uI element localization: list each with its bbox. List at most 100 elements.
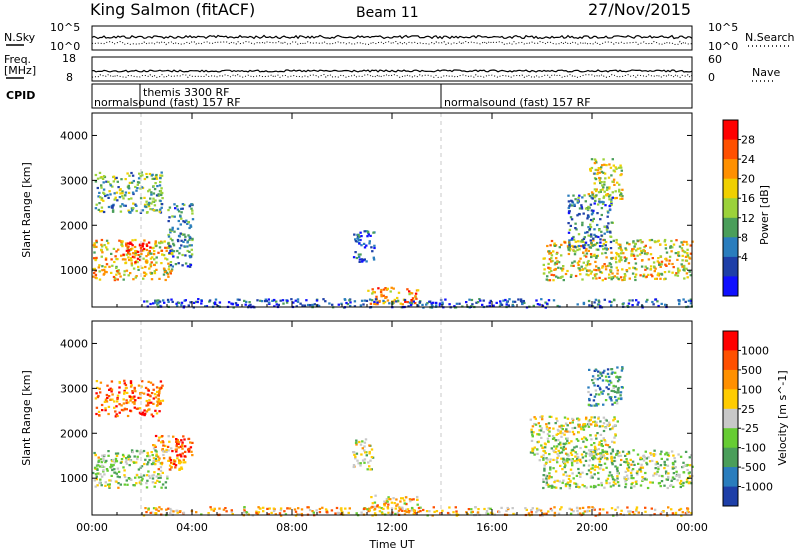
echo-cell [524,507,527,510]
echo-cell [570,459,574,462]
echo-cell [116,199,119,202]
echo-cell [161,448,164,451]
echo-cell [682,481,685,484]
echo-cell [152,253,156,256]
echo-cell [671,271,674,274]
echo-cell [590,209,594,212]
echo-cell [671,476,675,479]
echo-cell [105,271,108,274]
echo-cell [576,483,579,486]
echo-cell [150,392,154,395]
echo-cell [183,455,186,458]
echo-cell [161,253,164,256]
echo-cell [560,435,563,438]
echo-cell [550,415,553,418]
echo-cell [578,423,581,426]
echo-cell [533,446,536,449]
echo-cell [536,452,539,455]
echo-cell [557,512,561,515]
echo-cell [149,381,153,384]
echo-cell [100,186,103,189]
echo-cell [100,249,103,252]
echo-cell [595,256,598,259]
echo-cell [530,511,533,514]
echo-cell [567,206,570,210]
echo-cell [368,452,371,455]
echo-cell [593,404,596,407]
echo-cell [535,507,539,510]
echo-cell [207,512,210,515]
echo-cell [499,303,502,306]
echo-cell [150,451,153,454]
echo-cell [130,171,133,175]
echo-cell [94,397,98,400]
echo-cell [405,503,408,506]
echo-cell [249,303,252,306]
echo-cell [608,230,612,233]
echo-cell [641,466,645,469]
echo-cell [582,251,585,254]
echo-cell [155,299,158,302]
echo-cell [293,508,297,511]
echo-cell [107,450,110,453]
echo-cell [595,194,598,197]
echo-cell [608,262,611,265]
echo-cell [568,474,571,477]
echo-cell [669,246,672,249]
echo-cell [435,510,439,513]
echo-cell [581,426,585,429]
echo-cell [572,194,575,197]
echo-cell [396,296,399,300]
echo-cell [173,203,176,206]
echo-cell [556,419,559,423]
echo-cell [140,479,144,482]
echo-cell [588,397,591,401]
echo-cell [627,510,630,513]
echo-cell [482,299,485,302]
echo-cell [131,390,134,393]
echo-cell [151,454,154,457]
power-echo-region [94,171,164,214]
echo-cell [654,463,657,466]
echo-cell [587,215,590,218]
echo-cell [294,510,298,513]
echo-cell [541,304,545,307]
echo-cell [149,197,152,200]
echo-cell [542,454,545,457]
echo-cell [126,455,130,459]
echo-cell [609,193,612,197]
echo-cell [125,401,128,405]
echo-cell [599,467,602,470]
echo-cell [154,182,157,185]
echo-cell [564,483,568,486]
echo-cell [311,303,314,306]
echo-cell [583,244,587,247]
echo-cell [600,443,603,446]
echo-cell [537,440,540,443]
echo-cell [599,218,602,221]
echo-cell [307,303,310,307]
echo-cell [189,441,192,444]
echo-cell [98,387,101,390]
echo-cell [587,193,590,196]
echo-cell [138,258,142,262]
echo-cell [122,398,125,401]
echo-cell [255,510,258,513]
echo-cell [593,273,597,276]
echo-cell [589,218,593,222]
echo-cell [521,302,524,305]
echo-cell [108,485,111,488]
echo-cell [371,288,374,291]
echo-cell [688,257,692,260]
echo-cell [650,507,653,510]
echo-cell [586,261,589,264]
echo-cell [627,302,631,305]
echo-cell [631,468,635,471]
echo-cell [121,240,124,243]
echo-cell [572,238,576,241]
echo-cell [195,300,198,303]
beam-title: Beam 11 [356,5,419,21]
echo-cell [593,162,597,165]
echo-cell [149,257,153,260]
echo-cell [96,468,99,471]
